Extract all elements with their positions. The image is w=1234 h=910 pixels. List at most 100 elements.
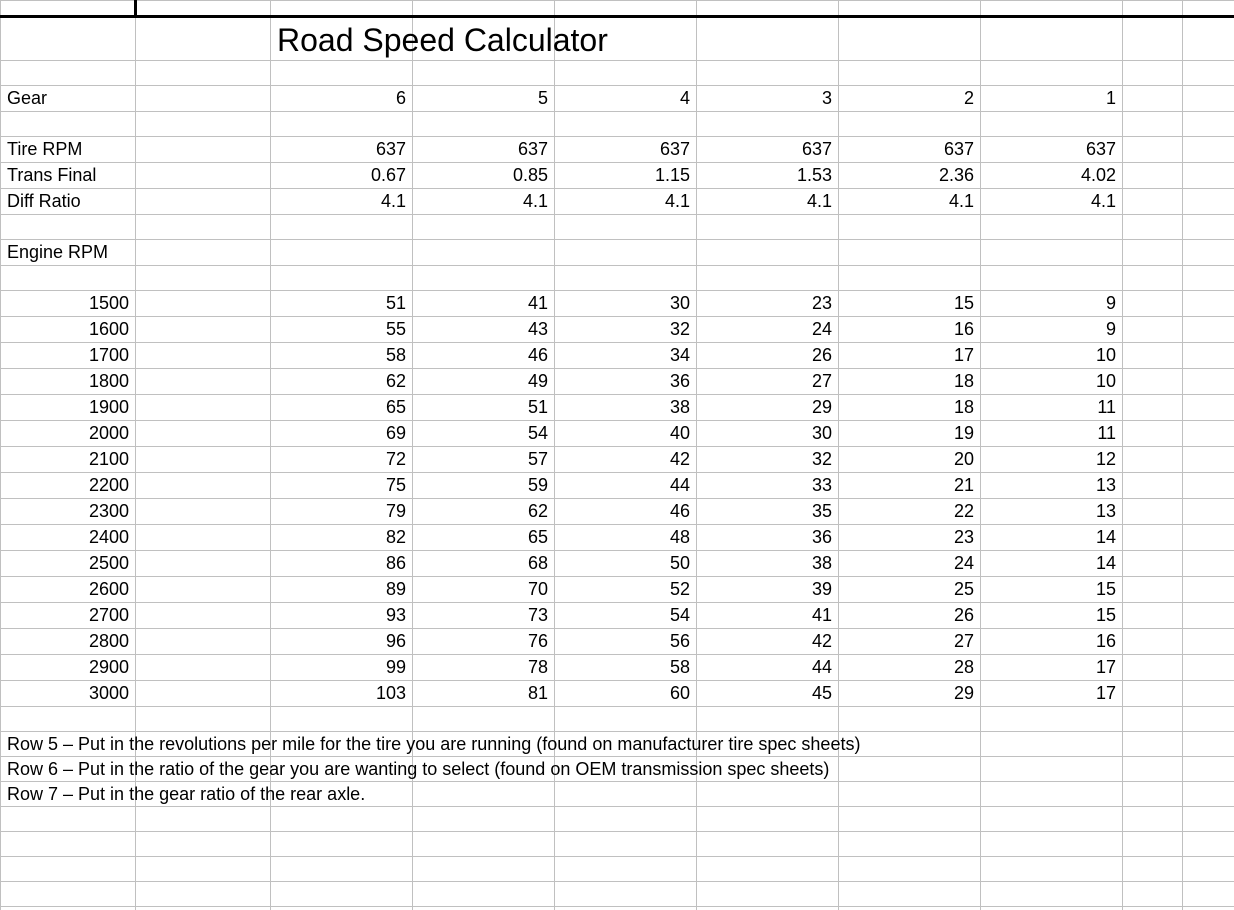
speed-value[interactable]: 29 xyxy=(697,395,839,421)
speed-value[interactable]: 89 xyxy=(271,577,413,603)
cell[interactable] xyxy=(136,551,271,577)
cell[interactable] xyxy=(1123,629,1183,655)
rpm-value[interactable]: 1700 xyxy=(1,343,136,369)
cell[interactable] xyxy=(136,369,271,395)
cell[interactable] xyxy=(1183,215,1234,240)
cell[interactable] xyxy=(839,832,981,857)
cell[interactable] xyxy=(1123,732,1183,757)
speed-value[interactable]: 26 xyxy=(839,603,981,629)
speed-value[interactable]: 41 xyxy=(413,291,555,317)
cell[interactable] xyxy=(1183,499,1234,525)
cell[interactable] xyxy=(981,907,1123,910)
cell[interactable] xyxy=(839,782,981,807)
cell[interactable] xyxy=(555,707,697,732)
cell[interactable] xyxy=(1183,473,1234,499)
cell[interactable] xyxy=(136,707,271,732)
cell[interactable] xyxy=(697,882,839,907)
cell[interactable] xyxy=(136,655,271,681)
cell[interactable] xyxy=(413,782,555,807)
cell[interactable] xyxy=(136,61,271,86)
cell[interactable] xyxy=(136,266,271,291)
cell[interactable] xyxy=(136,163,271,189)
cell[interactable] xyxy=(1183,577,1234,603)
cell[interactable] xyxy=(1123,317,1183,343)
cell[interactable] xyxy=(555,832,697,857)
speed-value[interactable]: 18 xyxy=(839,369,981,395)
speed-value[interactable]: 27 xyxy=(839,629,981,655)
cell[interactable] xyxy=(1183,757,1234,782)
speed-value[interactable]: 54 xyxy=(413,421,555,447)
cell[interactable] xyxy=(697,266,839,291)
cell[interactable] xyxy=(555,266,697,291)
cell[interactable] xyxy=(271,707,413,732)
speed-value[interactable]: 13 xyxy=(981,473,1123,499)
cell[interactable] xyxy=(981,215,1123,240)
speed-value[interactable]: 54 xyxy=(555,603,697,629)
diff-ratio-value[interactable]: 4.1 xyxy=(697,189,839,215)
speed-value[interactable]: 9 xyxy=(981,291,1123,317)
speed-value[interactable]: 46 xyxy=(413,343,555,369)
speed-value[interactable]: 50 xyxy=(555,551,697,577)
cell[interactable] xyxy=(1183,421,1234,447)
cell[interactable] xyxy=(555,112,697,137)
cell[interactable] xyxy=(1123,291,1183,317)
speed-value[interactable]: 73 xyxy=(413,603,555,629)
cell[interactable] xyxy=(413,240,555,266)
cell[interactable] xyxy=(1,215,136,240)
cell[interactable] xyxy=(1123,857,1183,882)
cell[interactable] xyxy=(413,112,555,137)
cell[interactable] xyxy=(839,907,981,910)
speed-value[interactable]: 13 xyxy=(981,499,1123,525)
speed-value[interactable]: 44 xyxy=(555,473,697,499)
cell[interactable] xyxy=(1123,757,1183,782)
speed-value[interactable]: 41 xyxy=(697,603,839,629)
speed-value[interactable]: 72 xyxy=(271,447,413,473)
cell[interactable] xyxy=(1183,291,1234,317)
cell[interactable] xyxy=(136,577,271,603)
cell[interactable] xyxy=(1123,266,1183,291)
speed-value[interactable]: 17 xyxy=(839,343,981,369)
cell[interactable] xyxy=(697,17,839,61)
speed-value[interactable]: 25 xyxy=(839,577,981,603)
cell[interactable] xyxy=(271,1,413,17)
cell[interactable] xyxy=(136,832,271,857)
cell[interactable] xyxy=(271,807,413,832)
cell[interactable] xyxy=(839,215,981,240)
cell[interactable] xyxy=(1183,86,1234,112)
cell[interactable] xyxy=(271,266,413,291)
speed-value[interactable]: 62 xyxy=(413,499,555,525)
cell[interactable] xyxy=(1183,629,1234,655)
speed-value[interactable]: 32 xyxy=(697,447,839,473)
trans-final-value[interactable]: 2.36 xyxy=(839,163,981,189)
cell[interactable] xyxy=(839,240,981,266)
cell[interactable] xyxy=(697,807,839,832)
cell[interactable] xyxy=(1,882,136,907)
speed-value[interactable]: 23 xyxy=(697,291,839,317)
speed-value[interactable]: 56 xyxy=(555,629,697,655)
cell[interactable] xyxy=(1123,17,1183,61)
cell[interactable] xyxy=(271,857,413,882)
cell[interactable] xyxy=(136,603,271,629)
speed-value[interactable]: 52 xyxy=(555,577,697,603)
trans-final-value[interactable]: 4.02 xyxy=(981,163,1123,189)
cell[interactable] xyxy=(1,907,136,910)
rpm-value[interactable]: 2900 xyxy=(1,655,136,681)
cell[interactable] xyxy=(1183,61,1234,86)
speed-value[interactable]: 30 xyxy=(555,291,697,317)
spreadsheet-grid[interactable]: Road Speed CalculatorGear654321Tire RPM6… xyxy=(0,0,1234,910)
speed-value[interactable]: 33 xyxy=(697,473,839,499)
cell[interactable] xyxy=(1183,137,1234,163)
cell[interactable] xyxy=(1123,137,1183,163)
cell[interactable] xyxy=(1123,882,1183,907)
cell[interactable] xyxy=(1123,1,1183,17)
speed-value[interactable]: 36 xyxy=(555,369,697,395)
cell[interactable] xyxy=(839,1,981,17)
cell[interactable] xyxy=(136,240,271,266)
cell[interactable] xyxy=(136,421,271,447)
cell[interactable] xyxy=(981,266,1123,291)
cell[interactable] xyxy=(697,240,839,266)
speed-value[interactable]: 24 xyxy=(839,551,981,577)
cell[interactable] xyxy=(1,857,136,882)
tire-rpm-value[interactable]: 637 xyxy=(555,137,697,163)
speed-value[interactable]: 22 xyxy=(839,499,981,525)
